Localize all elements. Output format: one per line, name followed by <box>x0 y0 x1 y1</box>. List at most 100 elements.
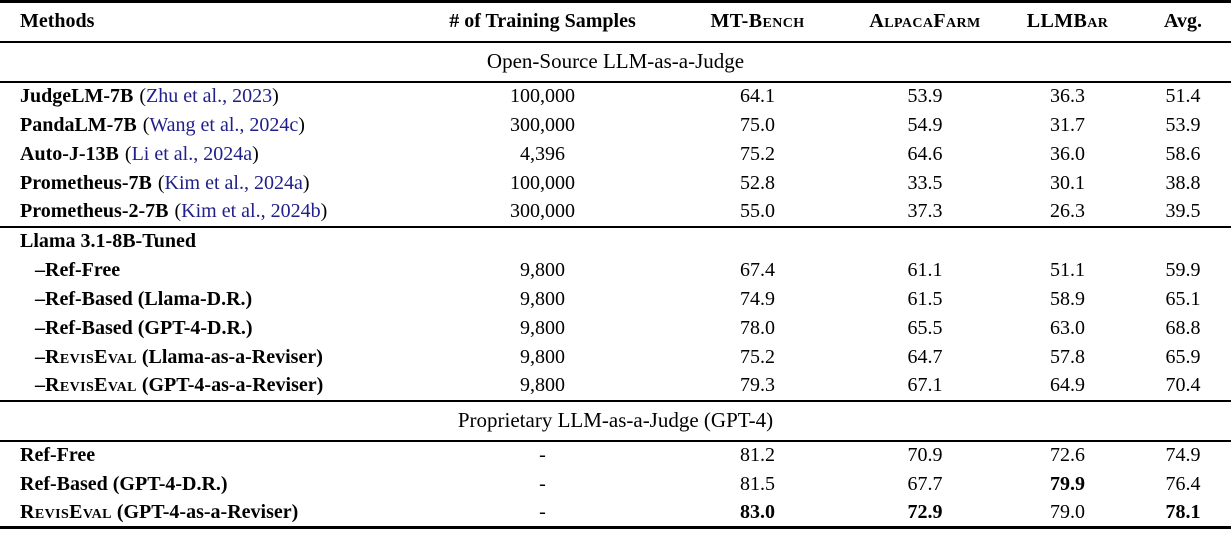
table-row: Ref-Based (GPT-4-D.R.) - 81.5 67.7 79.9 … <box>0 470 1231 499</box>
cell-mt-bench: 52.8 <box>740 171 775 194</box>
citation: (Zhu et al., 2023) <box>139 85 278 107</box>
cell-training-samples: 300,000 <box>510 113 575 136</box>
cell-llmbar: 36.0 <box>1050 142 1085 165</box>
cell-alpacafarm: 61.1 <box>907 258 943 281</box>
dash: – <box>35 316 45 339</box>
table-header: Methods # of Training Samples MT-Bench A… <box>0 1 1231 43</box>
cell-mt-bench: 81.2 <box>740 444 775 466</box>
citation-link[interactable]: Zhu et al., 2023 <box>146 85 273 107</box>
cell-mt-bench: 83.0 <box>740 500 775 523</box>
col-header-training-samples: # of Training Samples <box>420 1 665 43</box>
col-header-methods: Methods <box>0 1 420 43</box>
cell-avg: 58.6 <box>1165 142 1201 165</box>
section-title: Open-Source LLM-as-a-Judge <box>0 41 1231 83</box>
citation: (Wang et al., 2024c) <box>143 114 305 136</box>
cell-avg: 65.9 <box>1165 345 1201 368</box>
cell-avg: 51.4 <box>1165 85 1201 107</box>
section-title-row: Proprietary LLM-as-a-Judge (GPT-4) <box>0 400 1231 442</box>
table-row: Auto-J-13B (Li et al., 2024a) 4,396 75.2 … <box>0 140 1231 169</box>
cell-mt-bench: 78.0 <box>740 316 775 339</box>
cell-llmbar: 26.3 <box>1050 200 1085 222</box>
citation: (Li et al., 2024a) <box>125 143 259 165</box>
table-row: Prometheus-7B (Kim et al., 2024a) 100,000… <box>0 169 1231 198</box>
table-row: –Ref-Free 9,800 67.4 61.1 51.1 59.9 <box>0 256 1231 285</box>
citation-link[interactable]: Wang et al., 2024c <box>149 113 299 136</box>
cell-avg: 76.4 <box>1165 472 1201 495</box>
table-row: Prometheus-2-7B (Kim et al., 2024b) 300,0… <box>0 198 1231 227</box>
method-name: Prometheus-7B <box>20 171 152 194</box>
paren-close: ) <box>302 171 310 194</box>
cell-llmbar <box>1000 227 1135 256</box>
col-header-mt-bench: MT-Bench <box>665 1 850 43</box>
cell-mt-bench: 81.5 <box>740 472 775 495</box>
paren-close: ) <box>272 85 279 107</box>
cell-llmbar: 58.9 <box>1050 287 1085 310</box>
citation: (Kim et al., 2024a) <box>158 172 310 194</box>
method-name: –RevisEval (Llama-as-a-Reviser) <box>35 345 323 368</box>
dash: – <box>35 287 45 310</box>
method-cell: –RevisEval (GPT-4-as-a-Reviser) <box>0 372 420 401</box>
cell-llmbar: 72.6 <box>1050 444 1085 466</box>
cell-training-samples: - <box>539 472 546 495</box>
method-name: RevisEval (GPT-4-as-a-Reviser) <box>20 500 299 523</box>
citation-link[interactable]: Li et al., 2024a <box>131 142 253 165</box>
method-cell: PandaLM-7B (Wang et al., 2024c) <box>0 111 420 140</box>
section-title: Proprietary LLM-as-a-Judge (GPT-4) <box>0 400 1231 442</box>
method-name: –Ref-Free <box>35 258 121 281</box>
method-name-smallcaps: RevisEval <box>20 500 112 523</box>
section-title-row: Open-Source LLM-as-a-Judge <box>0 41 1231 83</box>
method-cell: Prometheus-2-7B (Kim et al., 2024b) <box>0 198 420 227</box>
cell-mt-bench <box>665 227 850 256</box>
cell-mt-bench: 75.2 <box>740 142 775 165</box>
cell-alpacafarm: 54.9 <box>907 113 943 136</box>
method-name: –RevisEval (GPT-4-as-a-Reviser) <box>35 374 324 396</box>
cell-avg: 65.1 <box>1165 287 1201 310</box>
results-table: Methods # of Training Samples MT-Bench A… <box>0 0 1231 529</box>
citation-link[interactable]: Kim et al., 2024b <box>181 200 321 222</box>
mt-bench-label: MT-Bench <box>710 10 805 33</box>
method-name: Ref-Free <box>20 444 96 466</box>
cell-training-samples: 100,000 <box>510 171 575 194</box>
section-llama-tuned-rows: Llama 3.1-8B-Tuned –Ref-Free 9,800 67.4 … <box>0 227 1231 401</box>
method-name-smallcaps: RevisEval <box>45 374 137 396</box>
cell-training-samples: 4,396 <box>520 142 565 165</box>
cell-mt-bench: 75.0 <box>740 113 775 136</box>
cell-llmbar: 79.9 <box>1050 472 1085 495</box>
cell-training-samples: 300,000 <box>510 200 575 222</box>
cell-llmbar: 57.8 <box>1050 345 1085 368</box>
dash: – <box>35 258 45 281</box>
cell-training-samples: - <box>539 444 546 466</box>
cell-alpacafarm: 37.3 <box>907 200 943 222</box>
cell-llmbar: 63.0 <box>1050 316 1085 339</box>
citation: (Kim et al., 2024b) <box>175 200 328 222</box>
table-row: RevisEval (GPT-4-as-a-Reviser) - 83.0 72… <box>0 499 1231 528</box>
dash: – <box>35 374 45 396</box>
llmbar-label: LLMBar <box>1026 10 1109 33</box>
method-cell: –Ref-Free <box>0 256 420 285</box>
dash: – <box>35 345 45 368</box>
cell-alpacafarm: 64.7 <box>907 345 943 368</box>
cell-llmbar: 79.0 <box>1050 500 1085 523</box>
method-cell: Auto-J-13B (Li et al., 2024a) <box>0 140 420 169</box>
method-cell: RevisEval (GPT-4-as-a-Reviser) <box>0 499 420 528</box>
section-proprietary-title: Proprietary LLM-as-a-Judge (GPT-4) <box>0 400 1231 442</box>
cell-training-samples: - <box>539 500 546 523</box>
method-name: –Ref-Based (GPT-4-D.R.) <box>35 316 253 339</box>
cell-alpacafarm <box>850 227 1000 256</box>
cell-training-samples <box>420 227 665 256</box>
cell-avg: 74.9 <box>1165 444 1201 466</box>
col-header-llmbar: LLMBar <box>1000 1 1135 43</box>
cell-avg: 78.1 <box>1165 500 1201 523</box>
method-cell: Ref-Based (GPT-4-D.R.) <box>0 470 420 499</box>
cell-avg: 39.5 <box>1165 200 1201 222</box>
cell-mt-bench: 67.4 <box>740 258 775 281</box>
cell-mt-bench: 55.0 <box>740 200 775 222</box>
cell-alpacafarm: 33.5 <box>907 171 943 194</box>
citation-link[interactable]: Kim et al., 2024a <box>164 171 303 194</box>
cell-alpacafarm: 64.6 <box>907 142 943 165</box>
table-row: –Ref-Based (GPT-4-D.R.) 9,800 78.0 65.5 … <box>0 314 1231 343</box>
method-cell: Ref-Free <box>0 441 420 470</box>
method-name: –Ref-Based (Llama-D.R.) <box>35 287 253 310</box>
table-row: –Ref-Based (Llama-D.R.) 9,800 74.9 61.5 … <box>0 285 1231 314</box>
alpacafarm-label: AlpacaFarm <box>869 10 981 33</box>
